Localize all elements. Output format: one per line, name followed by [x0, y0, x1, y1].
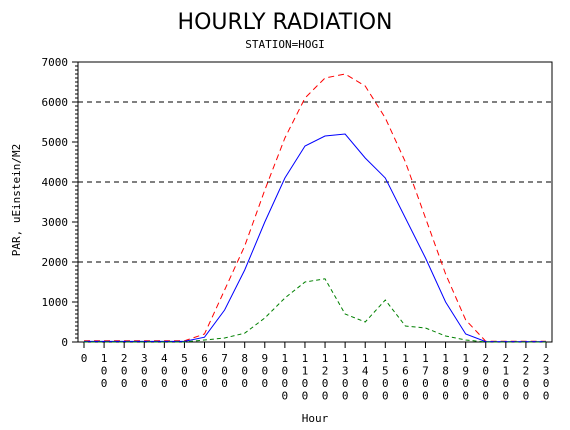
y-tick-label: 6000	[42, 96, 69, 109]
y-tick-label: 4000	[42, 176, 69, 189]
y-tick-label: 5000	[42, 136, 69, 149]
chart-title: HOURLY RADIATION	[178, 10, 393, 35]
chart-subtitle: STATION=HOGI	[245, 38, 324, 51]
plot-frame	[77, 61, 553, 343]
series-line-3	[84, 278, 546, 343]
y-tick-label: 0	[61, 336, 68, 349]
series-line-1	[84, 73, 546, 342]
x-axis-label: Hour	[302, 412, 329, 425]
y-tick-label: 2000	[42, 256, 69, 269]
y-tick-label: 7000	[42, 56, 69, 69]
plot-area: 0 1000 2000 3000 4000 5000 6000 7000 0 1 0 0 2 0 0 3 0 0 4…	[42, 56, 553, 403]
series-line-2	[84, 133, 546, 343]
y-tick-label: 1000	[42, 296, 69, 309]
x-tick-label: 0	[81, 352, 88, 365]
y-axis-label: PAR, uEinstein/M2	[10, 144, 23, 257]
y-tick-label: 3000	[42, 216, 69, 229]
